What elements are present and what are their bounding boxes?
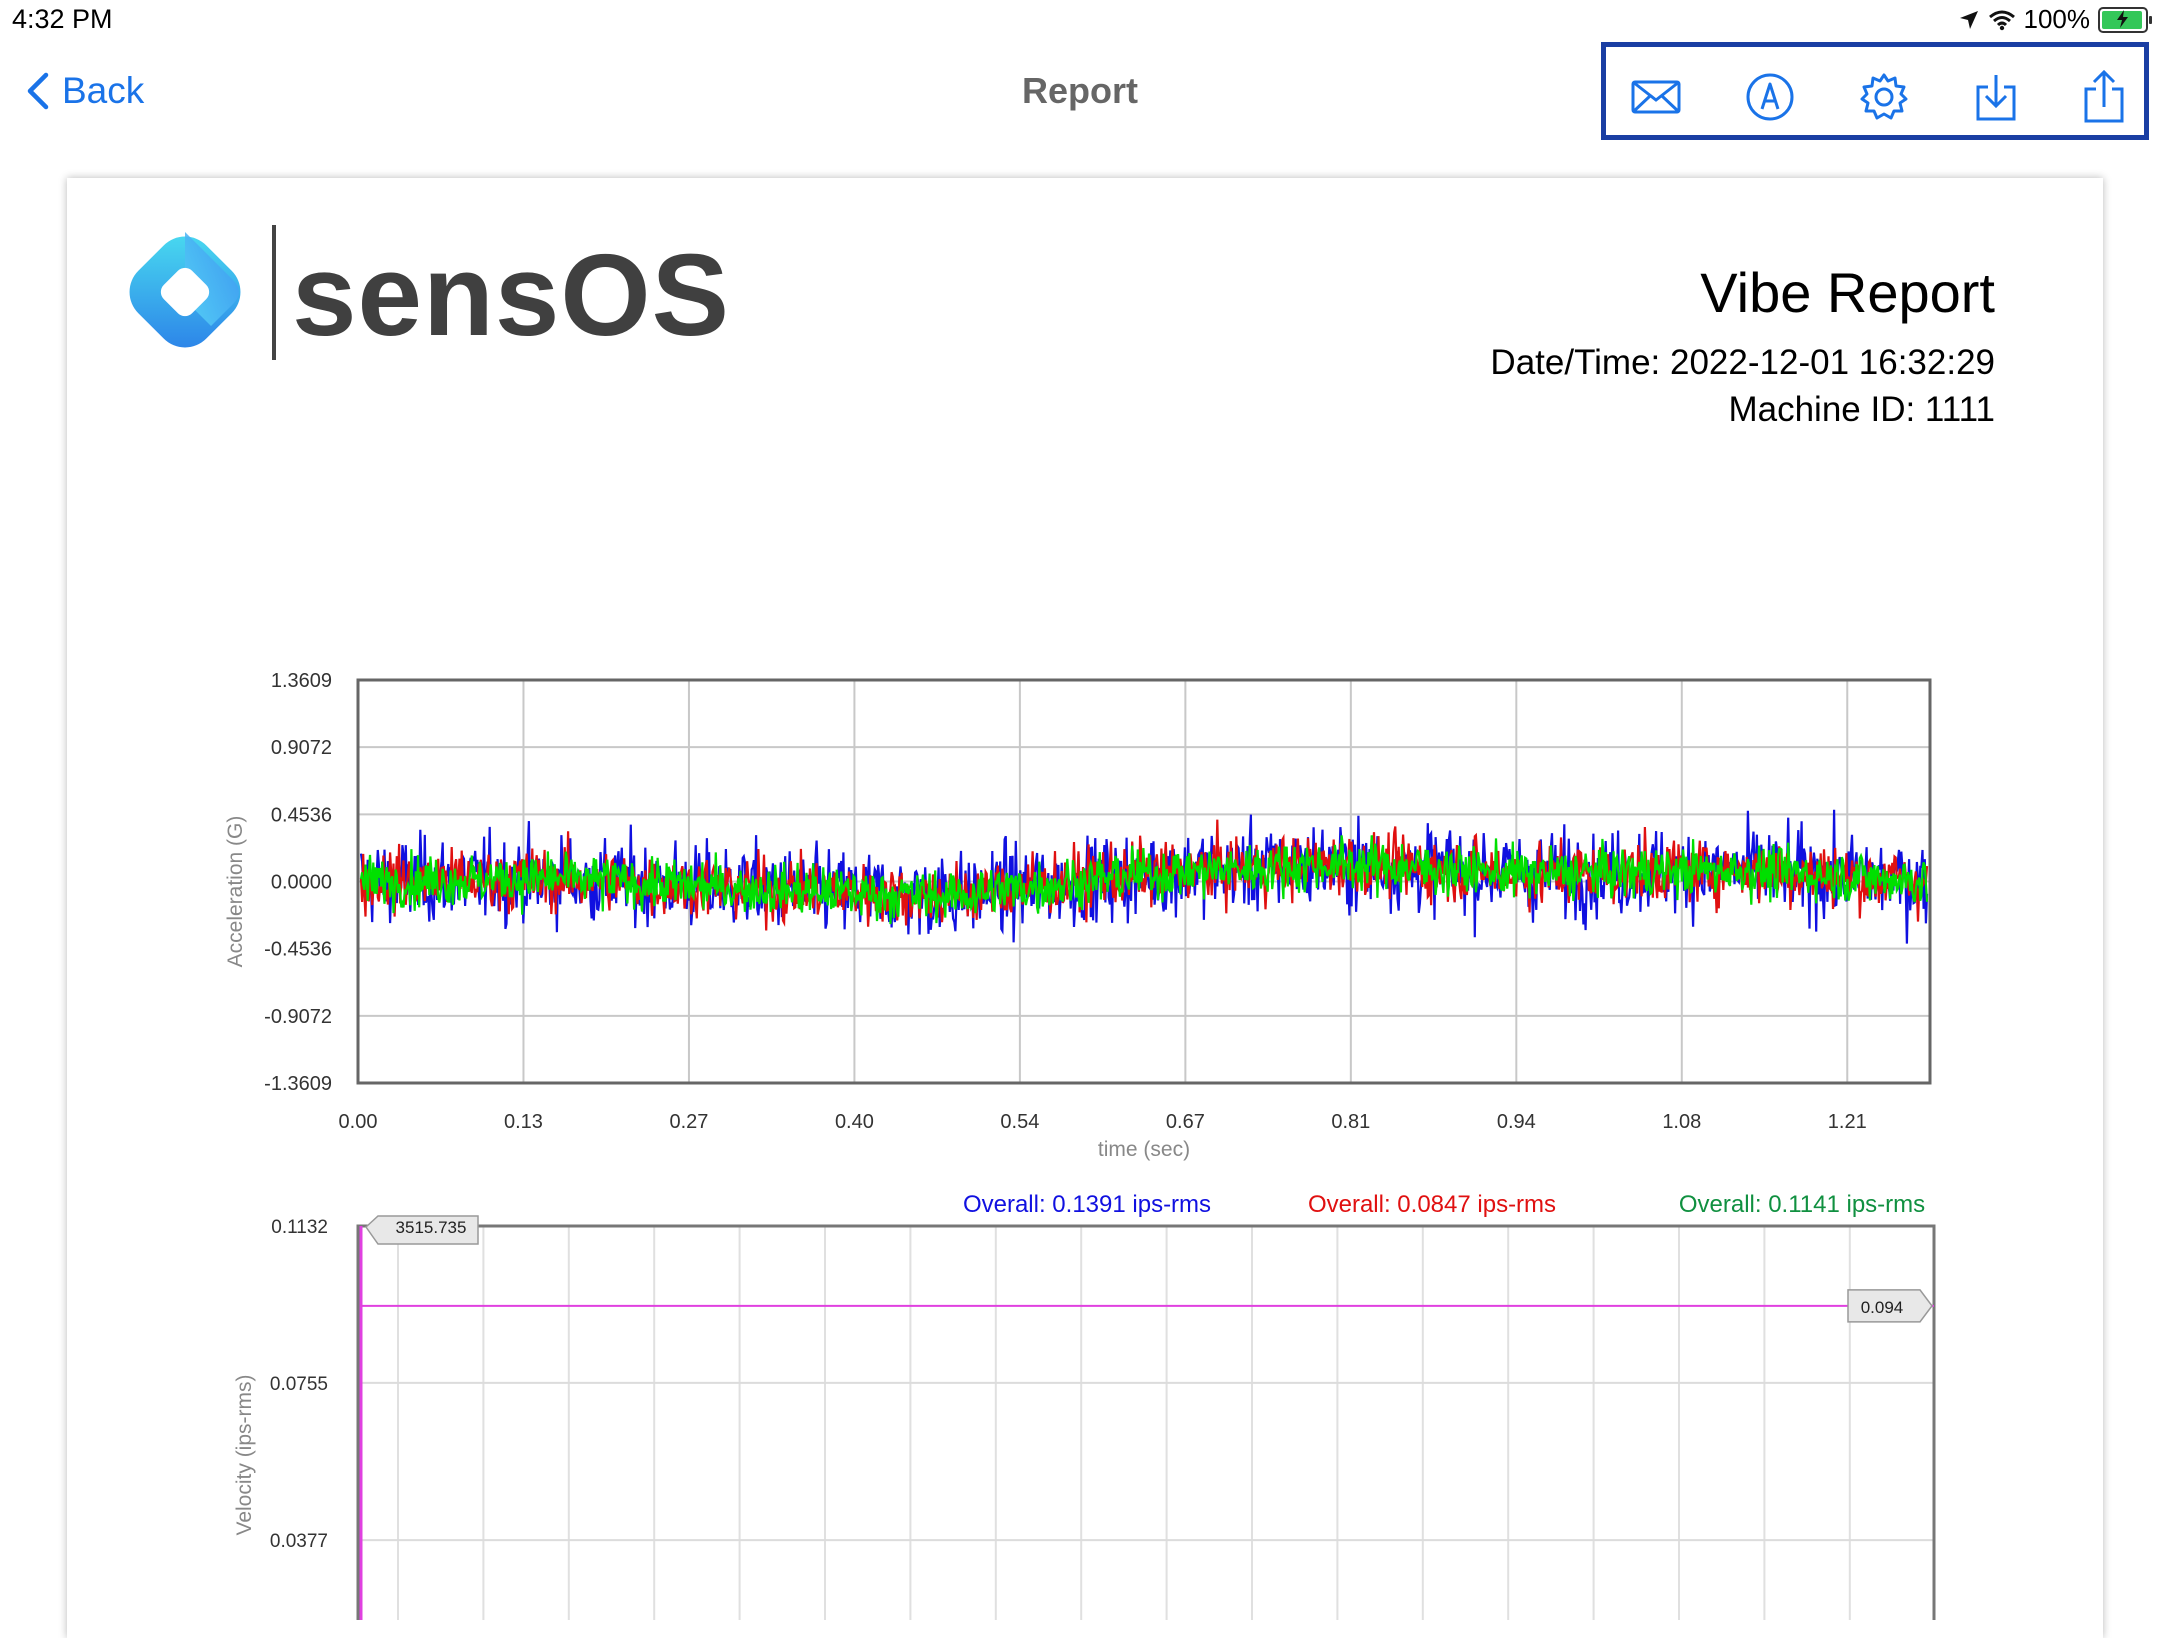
sensos-logo-icon (129, 232, 241, 348)
y-tick-label: 0.0000 (271, 872, 332, 894)
report-title: Vibe Report (1700, 261, 1995, 324)
x-tick-label: 0.54 (1000, 1111, 1039, 1133)
y-axis-label: Acceleration (G) (224, 816, 247, 968)
mail-button[interactable] (1628, 69, 1684, 125)
y-tick-label: 0.9072 (271, 737, 332, 759)
location-arrow-icon (1959, 10, 1978, 29)
y-axis-label: Velocity (ips-rms) (233, 1374, 256, 1535)
page-title: Report (1022, 70, 1138, 111)
y-tick-label: 0.1132 (271, 1217, 328, 1238)
status-icons: 100% (1958, 4, 2152, 35)
y-tick-label: 0.0755 (270, 1374, 328, 1395)
legend-entry-3: Overall: 0.1141 ips-rms (1679, 1191, 1925, 1218)
download-icon (1976, 75, 2016, 121)
logo-divider (272, 225, 276, 360)
marker-y-badge (1847, 1289, 1933, 1323)
status-time: 4:32 PM (12, 4, 113, 34)
x-tick-label: 0.27 (669, 1111, 708, 1133)
navigation-bar: Back Report (0, 40, 2160, 140)
settings-button[interactable] (1856, 69, 1912, 125)
back-label: Back (62, 70, 145, 111)
mail-icon (1631, 80, 1681, 114)
y-tick-label: 0.4536 (271, 804, 332, 826)
legend-entry-1: Overall: 0.1391 ips-rms (963, 1191, 1211, 1218)
share-icon (2084, 69, 2124, 123)
y-tick-label: 1.3609 (271, 670, 332, 692)
acceleration-plot: 1.3609 0.9072 0.4536 0.0000 -0.4536 -0.9072 -1… (224, 670, 1932, 1161)
back-button[interactable]: Back (24, 70, 144, 112)
y-tick-label: 0.0377 (270, 1531, 328, 1552)
x-tick-label: 1.08 (1662, 1111, 1701, 1133)
markup-pen-icon (1746, 73, 1794, 121)
chevron-left-icon (27, 72, 49, 110)
legend-entry-2: Overall: 0.0847 ips-rms (1308, 1191, 1556, 1218)
x-tick-label: 0.81 (1331, 1111, 1370, 1133)
marker-x-label: 3515.735 (396, 1218, 467, 1237)
marker-x-badge (365, 1215, 479, 1245)
x-tick-label: 0.40 (835, 1111, 874, 1133)
velocity-plot: 0.1132 0.0755 0.0377 Velocity (ips-rms) Over… (233, 1191, 1936, 1620)
marker-y-label: 0.094 (1861, 1298, 1904, 1317)
y-tick-label: -0.4536 (264, 939, 332, 961)
x-tick-label: 1.21 (1828, 1111, 1867, 1133)
logo-text: sensOS (292, 230, 730, 360)
series-line-3 (359, 835, 1929, 925)
x-tick-label: 0.94 (1497, 1111, 1536, 1133)
plot-frame (356, 1224, 1936, 1620)
y-tick-label: -1.3609 (264, 1073, 332, 1095)
y-tick-label: -0.9072 (264, 1006, 332, 1028)
share-button[interactable] (2076, 69, 2132, 125)
battery-percent: 100% (2023, 4, 2091, 34)
battery-charging-icon (2098, 6, 2152, 33)
x-tick-label: 0.13 (504, 1111, 543, 1133)
status-bar: 4:32 PM 100% (0, 0, 2160, 40)
markup-button[interactable] (1742, 69, 1798, 125)
toolbar-highlight (1601, 42, 2149, 140)
download-button[interactable] (1968, 69, 2024, 125)
wifi-icon (1988, 10, 2015, 30)
plot-frame (356, 678, 1932, 1085)
gear-icon (1860, 73, 1908, 120)
x-tick-label: 0.00 (339, 1111, 378, 1133)
x-axis-label: time (sec) (1098, 1138, 1190, 1161)
report-datetime: Date/Time: 2022-12-01 16:32:29 (1490, 343, 1995, 382)
report-machine-id: Machine ID: 1111 (1728, 390, 1995, 429)
x-tick-label: 0.67 (1166, 1111, 1205, 1133)
